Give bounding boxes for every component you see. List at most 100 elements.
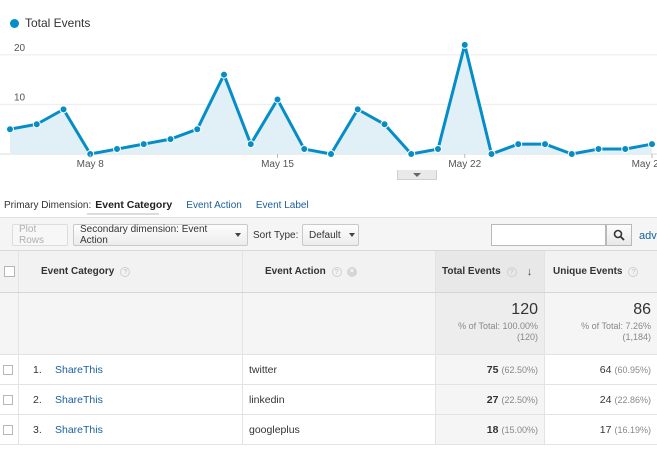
row-checkbox[interactable] xyxy=(3,364,13,375)
data-point xyxy=(246,140,255,149)
header-total-events[interactable]: Total Events ? ↓ xyxy=(436,251,545,292)
row-event-category: 2. ShareThis xyxy=(19,385,243,414)
chart-collapse-handle[interactable] xyxy=(397,170,437,180)
data-point xyxy=(434,145,442,154)
active-dimension-underline xyxy=(87,213,159,215)
data-point xyxy=(380,120,389,129)
help-icon[interactable]: ? xyxy=(120,266,131,277)
chevron-down-icon xyxy=(348,233,355,237)
row-event-category: 1. ShareThis xyxy=(19,355,243,384)
chart-legend[interactable]: Total Events xyxy=(10,16,90,30)
select-all-checkbox[interactable] xyxy=(4,266,15,277)
row-checkbox-cell xyxy=(0,355,19,384)
data-point xyxy=(621,145,630,154)
data-point xyxy=(514,140,523,149)
row-index: 3. xyxy=(33,423,42,436)
primary-dimension-event-action[interactable]: Event Action xyxy=(186,200,242,211)
help-icon[interactable]: ? xyxy=(506,266,517,277)
line-chart: 10 20 May 8 May 15 May 22 May 29 Total Events xyxy=(0,0,657,185)
search-icon xyxy=(613,229,625,241)
row-unique-events: 24 (22.86%) xyxy=(545,385,657,414)
plot-rows-button[interactable]: Plot Rows xyxy=(12,224,68,246)
totals-total-events-abs: (120) xyxy=(516,332,538,342)
primary-dimension-event-label[interactable]: Event Label xyxy=(255,200,309,211)
chevron-down-icon xyxy=(235,233,241,237)
data-point xyxy=(193,125,202,134)
row-unique-value: 24 xyxy=(599,393,612,406)
row-action-value: linkedin xyxy=(249,393,285,406)
data-point xyxy=(407,150,416,158)
secondary-dimension-label: Secondary dimension: Event Action xyxy=(80,224,208,246)
totals-empty-cell xyxy=(19,293,243,354)
row-total-value: 75 xyxy=(486,363,499,376)
row-checkbox[interactable] xyxy=(3,394,13,405)
data-point xyxy=(594,145,603,154)
row-event-action: linkedin xyxy=(243,385,436,414)
row-unique-events: 17 (16.19%) xyxy=(545,415,657,444)
series-area-total-events xyxy=(10,44,652,154)
row-category-link[interactable]: ShareThis xyxy=(55,363,103,376)
header-unique-events-label: Unique Events xyxy=(553,266,623,277)
row-unique-value: 64 xyxy=(599,363,612,376)
data-point xyxy=(32,120,41,129)
data-point xyxy=(59,105,68,114)
row-total-value: 18 xyxy=(486,423,499,436)
data-point xyxy=(487,150,496,158)
x-tick-label: May 29 xyxy=(632,159,657,170)
table-row: 3. ShareThis googleplus 18 (15.00%) 17 (… xyxy=(0,415,657,445)
legend-label: Total Events xyxy=(25,16,91,30)
row-checkbox[interactable] xyxy=(3,424,13,435)
sort-arrow-down-icon[interactable]: ↓ xyxy=(526,265,533,278)
data-point xyxy=(139,140,148,149)
table-row: 1. ShareThis twitter 75 (62.50%) 64 (60.… xyxy=(0,355,657,385)
triangle-down-icon xyxy=(413,172,421,177)
row-checkbox-cell xyxy=(0,415,19,444)
data-point xyxy=(327,150,335,158)
header-event-action-label: Event Action xyxy=(265,266,326,277)
primary-dimension-event-category[interactable]: Event Category xyxy=(95,199,173,211)
search-button[interactable] xyxy=(606,224,632,246)
data-point xyxy=(273,95,282,104)
row-unique-pct: (60.95%) xyxy=(614,364,651,375)
row-event-category: 3. ShareThis xyxy=(19,415,243,444)
remove-dimension-icon[interactable]: × xyxy=(346,266,357,277)
row-event-action: twitter xyxy=(243,355,436,384)
totals-unique-events: 86 % of Total: 7.26% (1,184) xyxy=(545,293,657,354)
header-event-action[interactable]: Event Action ? × xyxy=(243,251,436,292)
totals-unique-events-abs: (1,184) xyxy=(622,332,651,342)
row-category-link[interactable]: ShareThis xyxy=(55,423,103,436)
y-tick-label: 10 xyxy=(14,92,26,103)
row-total-events: 18 (15.00%) xyxy=(436,415,545,444)
row-checkbox-cell xyxy=(0,385,19,414)
totals-total-events-pct: % of Total: 100.00% xyxy=(458,321,538,331)
row-action-value: googleplus xyxy=(249,423,300,436)
header-checkbox-cell xyxy=(0,251,19,292)
secondary-dimension-dropdown[interactable]: Secondary dimension: Event Action xyxy=(73,224,248,246)
row-total-pct: (62.50%) xyxy=(501,364,538,375)
row-action-value: twitter xyxy=(249,363,278,376)
primary-dimension-label: Primary Dimension: xyxy=(4,200,92,211)
search-input[interactable] xyxy=(491,224,606,246)
header-event-category[interactable]: Event Category ? xyxy=(19,251,243,292)
data-point xyxy=(6,125,14,134)
help-icon[interactable]: ? xyxy=(628,266,639,277)
row-index: 1. xyxy=(33,363,42,376)
sort-type-dropdown[interactable]: Default xyxy=(302,224,359,246)
data-point xyxy=(648,140,656,149)
help-icon[interactable]: ? xyxy=(331,266,342,277)
header-unique-events[interactable]: Unique Events ? xyxy=(545,251,657,292)
x-tick-label: May 15 xyxy=(261,159,294,170)
x-tick-label: May 22 xyxy=(448,159,481,170)
advanced-link[interactable]: adv xyxy=(639,230,657,242)
data-point xyxy=(166,135,175,144)
totals-empty-cell xyxy=(243,293,436,354)
row-total-pct: (15.00%) xyxy=(501,424,538,435)
header-event-category-label: Event Category xyxy=(41,266,115,277)
totals-row: 120 % of Total: 100.00% (120) 86 % of To… xyxy=(0,293,657,355)
row-category-link[interactable]: ShareThis xyxy=(55,393,103,406)
data-point xyxy=(353,105,362,114)
row-unique-events: 64 (60.95%) xyxy=(545,355,657,384)
series-line-total-events xyxy=(9,43,653,156)
data-point xyxy=(567,150,576,158)
row-unique-value: 17 xyxy=(599,423,612,436)
